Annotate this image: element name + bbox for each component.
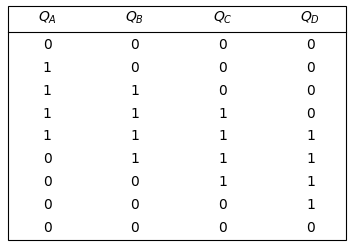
- Text: 1: 1: [306, 198, 315, 212]
- Text: 0: 0: [306, 84, 315, 98]
- Text: 1: 1: [218, 175, 227, 189]
- Text: 0: 0: [306, 38, 315, 52]
- Text: $Q_B$: $Q_B$: [125, 10, 144, 27]
- Text: 0: 0: [131, 221, 139, 235]
- Text: 1: 1: [306, 175, 315, 189]
- Text: 0: 0: [131, 38, 139, 52]
- Text: 1: 1: [130, 130, 139, 143]
- Text: 1: 1: [130, 84, 139, 98]
- Text: 0: 0: [131, 61, 139, 75]
- Text: 0: 0: [131, 175, 139, 189]
- Text: 0: 0: [218, 61, 227, 75]
- Text: 1: 1: [42, 84, 51, 98]
- Text: 1: 1: [306, 152, 315, 166]
- Text: 0: 0: [218, 84, 227, 98]
- Text: $Q_C$: $Q_C$: [213, 10, 233, 27]
- Text: 0: 0: [306, 221, 315, 235]
- Text: 0: 0: [43, 198, 51, 212]
- Text: 1: 1: [42, 61, 51, 75]
- Text: 0: 0: [43, 175, 51, 189]
- Text: 1: 1: [42, 107, 51, 121]
- Text: 1: 1: [306, 130, 315, 143]
- Text: 1: 1: [218, 130, 227, 143]
- Text: 1: 1: [42, 130, 51, 143]
- Text: $Q_D$: $Q_D$: [301, 10, 320, 27]
- Text: 0: 0: [218, 221, 227, 235]
- Text: 0: 0: [43, 38, 51, 52]
- Text: 0: 0: [306, 61, 315, 75]
- Text: 1: 1: [218, 107, 227, 121]
- Text: 1: 1: [218, 152, 227, 166]
- Text: 0: 0: [218, 198, 227, 212]
- Text: $Q_A$: $Q_A$: [38, 10, 57, 27]
- Text: 0: 0: [218, 38, 227, 52]
- Text: 0: 0: [306, 107, 315, 121]
- Text: 0: 0: [131, 198, 139, 212]
- Text: 0: 0: [43, 152, 51, 166]
- Text: 1: 1: [130, 107, 139, 121]
- Text: 1: 1: [130, 152, 139, 166]
- Text: 0: 0: [43, 221, 51, 235]
